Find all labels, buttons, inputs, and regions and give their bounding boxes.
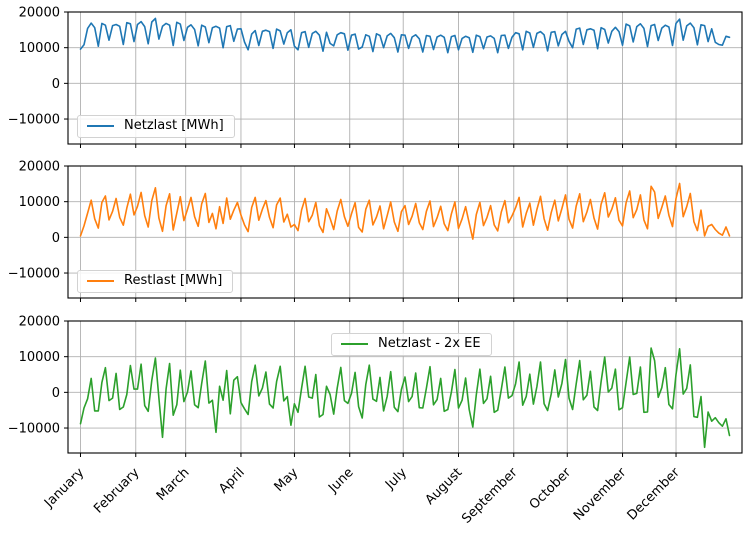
y-tick-label: −10000 <box>8 113 60 128</box>
axes-spines <box>67 11 743 145</box>
legend-netzlast-2x-ee-label: Netzlast - 2x EE <box>378 336 481 351</box>
y-tick-label: −10000 <box>8 422 60 437</box>
y-tick-label: 10000 <box>19 41 60 56</box>
axes-spines <box>67 165 743 299</box>
x-tick-label: November <box>571 465 630 524</box>
x-tick-label: October <box>527 465 575 513</box>
netzlast-line <box>79 17 731 54</box>
y-tick-label: 0 <box>52 77 60 92</box>
x-tick-label: September <box>459 465 521 527</box>
x-tick-label: July <box>382 465 410 493</box>
legend-netzlast: Netzlast [MWh] <box>77 115 235 138</box>
legend-netzlast-label: Netzlast [MWh] <box>124 118 224 133</box>
y-tick-label: 20000 <box>19 6 60 21</box>
x-tick-label: May <box>272 465 302 495</box>
y-tick-label: 10000 <box>19 195 60 210</box>
x-tick-label: April <box>216 465 248 497</box>
y-tick-label: 0 <box>52 386 60 401</box>
netzlast-minus-2x-ee-line <box>79 347 731 449</box>
y-tick-label: 20000 <box>19 160 60 175</box>
y-tick-label: 0 <box>52 231 60 246</box>
legend-netzlast-2x-ee: Netzlast - 2x EE <box>331 333 492 356</box>
legend-restlast-label: Restlast [MWh] <box>124 273 223 288</box>
x-tick-label: June <box>325 465 356 496</box>
restlast-line <box>79 182 731 240</box>
restlast-line-sample <box>87 280 114 282</box>
axes-spines <box>67 320 743 454</box>
x-tick-label: January <box>41 465 87 511</box>
y-tick-label: 20000 <box>19 315 60 330</box>
x-tick-label: March <box>154 465 193 504</box>
netzlast-line-sample <box>87 125 114 127</box>
legend-restlast: Restlast [MWh] <box>77 270 234 293</box>
netzlast-2x-ee-line-sample <box>341 343 368 345</box>
y-tick-label: 10000 <box>19 350 60 365</box>
x-tick-label: February <box>91 465 143 517</box>
x-tick-label: December <box>625 465 684 524</box>
y-tick-label: −10000 <box>8 267 60 282</box>
x-tick-label: August <box>423 465 466 508</box>
